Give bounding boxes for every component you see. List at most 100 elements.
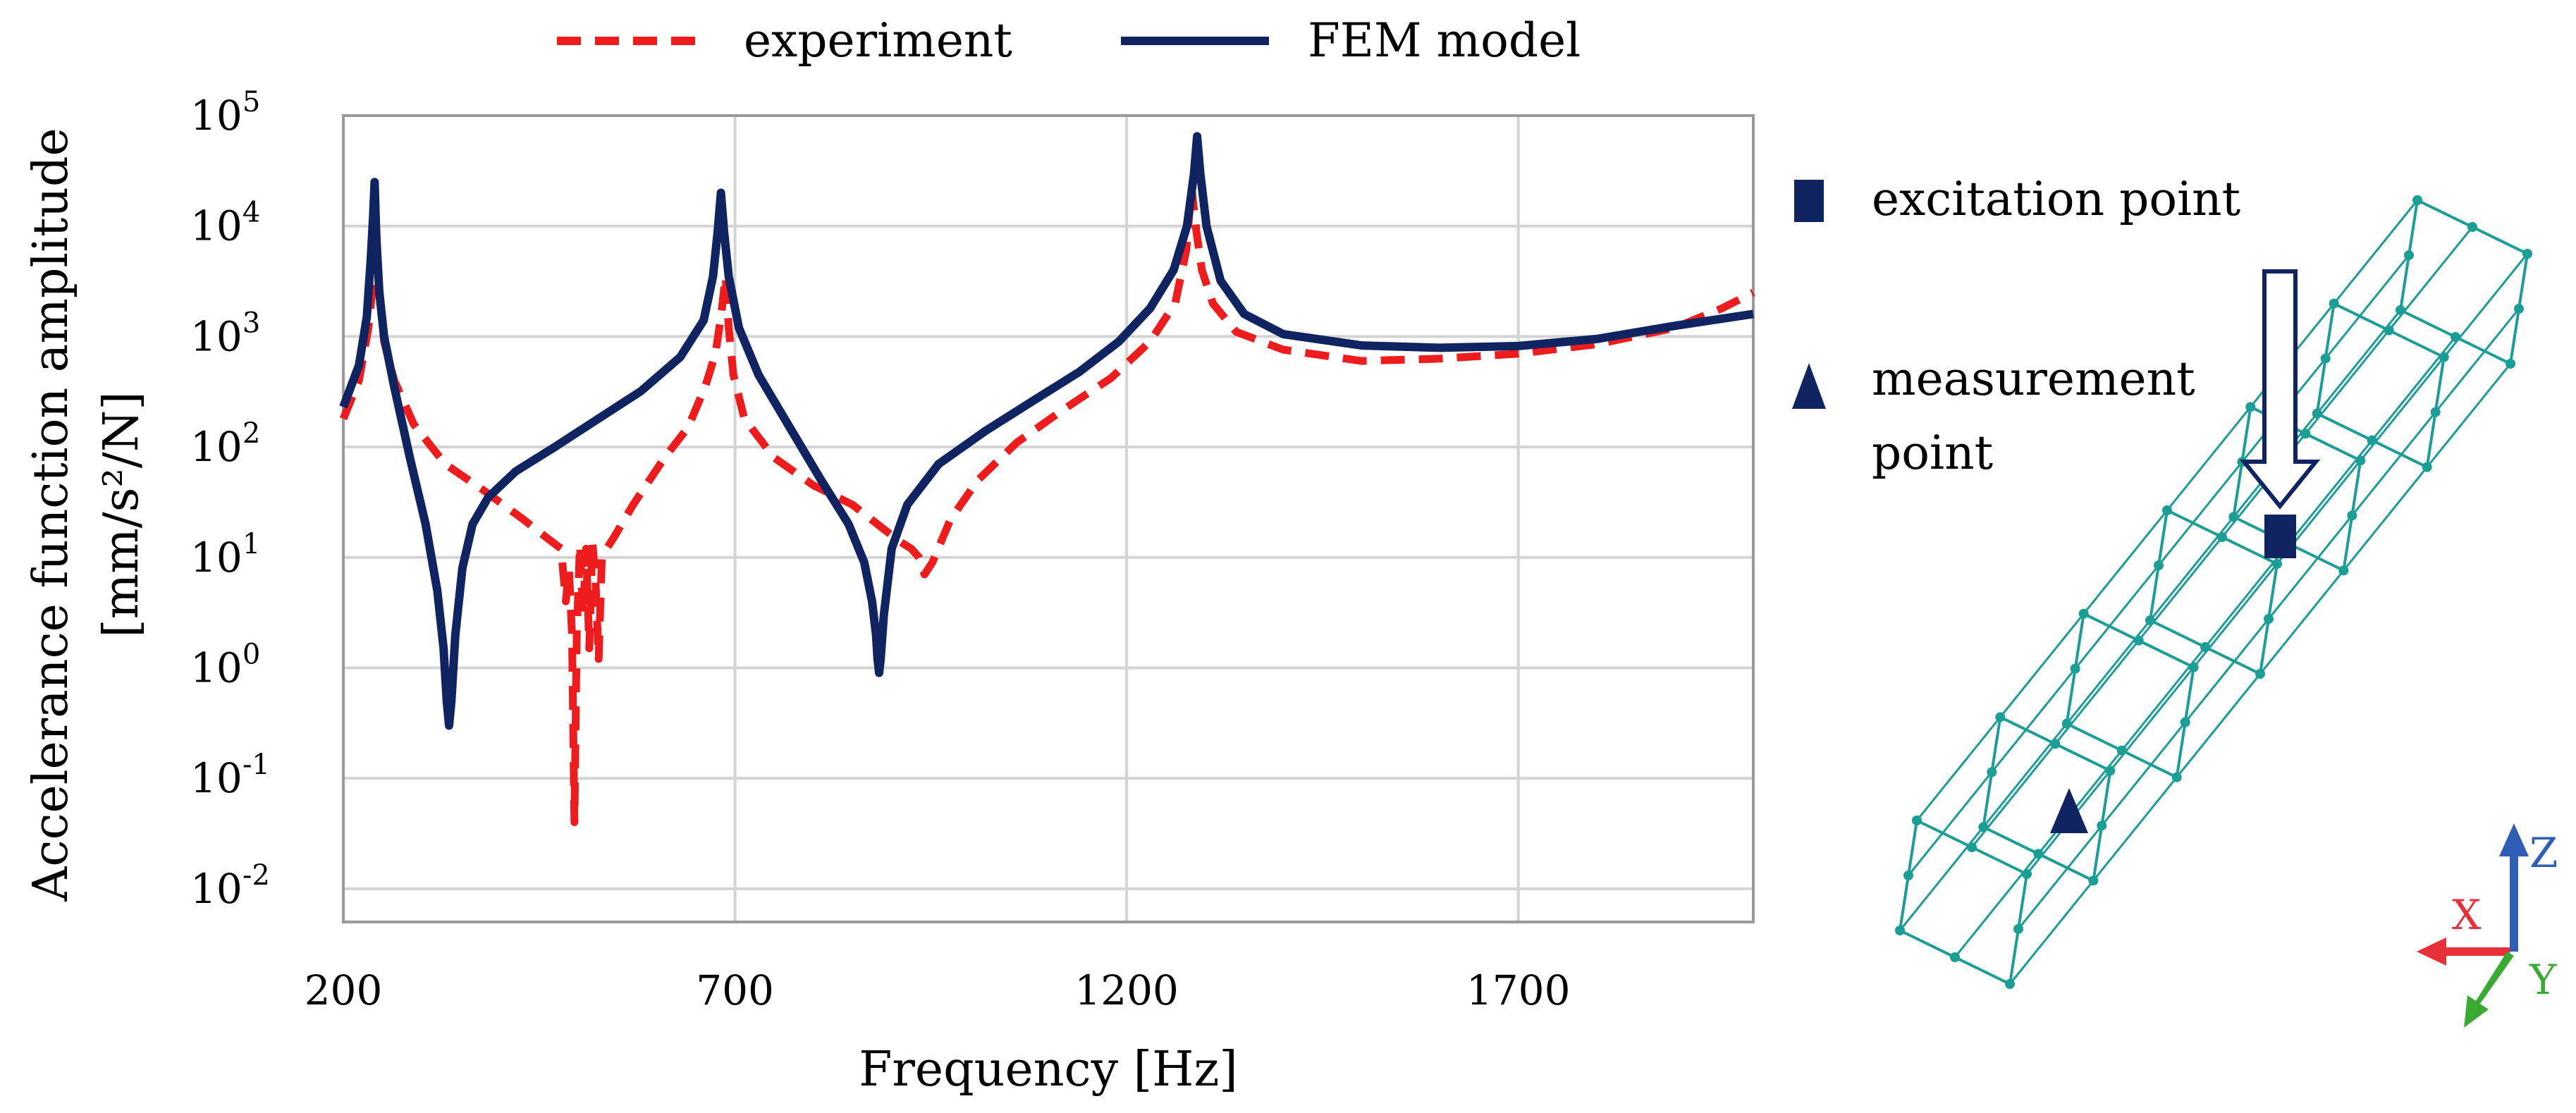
- mesh-node: [2188, 662, 2199, 672]
- mesh-node: [1987, 767, 1997, 777]
- side-legend: excitation point measurement point: [1792, 172, 2240, 480]
- plot-area: [339, 114, 1755, 923]
- mesh-node: [1895, 926, 1905, 935]
- excitation-arrow-icon: [2239, 269, 2321, 510]
- measurement-label-line1: measurement: [1872, 352, 2195, 406]
- y-tick-label: 102: [190, 417, 260, 471]
- z-axis-arrow-icon: [2499, 823, 2529, 952]
- series-layer: [339, 132, 1755, 826]
- mesh-node: [2050, 739, 2061, 749]
- mesh-node: [2154, 560, 2164, 570]
- mesh-node: [2467, 222, 2477, 232]
- mesh-node: [1912, 816, 1922, 825]
- mesh-node: [2430, 407, 2441, 417]
- mesh-node: [1903, 871, 1913, 880]
- legend-fem-label: FEM model: [1308, 13, 1581, 68]
- mesh-node: [2329, 298, 2339, 309]
- mesh-node: [2133, 635, 2144, 646]
- mesh-section: [1982, 715, 2112, 883]
- excitation-square-icon: [1794, 180, 1824, 222]
- mesh-node: [2200, 642, 2210, 652]
- mesh-node: [2088, 875, 2099, 886]
- mesh-node: [2272, 559, 2282, 569]
- y-tick-label: 100: [190, 638, 260, 691]
- mesh-node: [2338, 565, 2349, 576]
- mesh-node: [2070, 663, 2080, 674]
- y-tick-label: 10-1: [190, 749, 270, 802]
- mesh-node: [2367, 435, 2377, 445]
- x-axis-ticks: 200 700 1200 1700: [305, 966, 1571, 1014]
- mesh-node: [2264, 614, 2274, 624]
- mesh-node: [2162, 505, 2172, 515]
- z-axis-letter: Z: [2529, 829, 2558, 877]
- mesh-node: [2097, 820, 2107, 831]
- y-axis-arrow-icon: [2464, 952, 2514, 1028]
- x-axis-letter: X: [2452, 891, 2482, 939]
- measurement-triangle-icon: [1792, 363, 1826, 409]
- mesh-node: [2439, 352, 2449, 362]
- excitation-point-marker: [2264, 515, 2296, 558]
- mesh-node: [2005, 979, 2015, 989]
- mesh-section: [2398, 198, 2529, 366]
- mesh-node: [1995, 712, 2006, 722]
- mesh-node: [1967, 842, 1977, 852]
- mesh-node: [2078, 608, 2089, 619]
- coordinate-triad: X Y Z: [2417, 823, 2558, 1028]
- mesh-node: [2116, 745, 2127, 756]
- mesh-node: [2522, 249, 2532, 259]
- mesh-node: [1978, 822, 1989, 832]
- mesh-node: [2255, 669, 2265, 679]
- y-tick-label: 10-2: [190, 859, 270, 913]
- mesh-node: [2422, 462, 2432, 472]
- measurement-point-marker: [2050, 788, 2088, 833]
- y-axis-title-line1: Accelerance function amplitude: [23, 128, 79, 902]
- y-axis-ticks: 105 104 103 102 101 100 10-1 10-2: [190, 86, 270, 913]
- mesh-node: [2347, 510, 2357, 521]
- mesh-node: [2514, 304, 2524, 314]
- y-tick-label: 103: [190, 307, 260, 360]
- fem-beam-mesh: [1895, 195, 2532, 989]
- mesh-section: [2148, 508, 2279, 676]
- mesh-node: [2033, 849, 2044, 859]
- x-axis-arrow-icon: [2417, 937, 2510, 966]
- mesh-node: [2412, 195, 2422, 205]
- mesh-node: [2396, 305, 2405, 315]
- excitation-label: excitation point: [1872, 172, 2240, 226]
- mesh-node: [2013, 924, 2023, 934]
- y-axis-title-line2: [mm/s²/N]: [94, 391, 149, 638]
- mesh-section: [1898, 818, 2029, 986]
- mesh-node: [2384, 325, 2394, 336]
- mesh-node: [1950, 952, 1960, 962]
- y-tick-label: 104: [190, 197, 260, 250]
- mesh-node: [2228, 512, 2239, 522]
- mesh-node: [2022, 869, 2032, 879]
- mesh-section: [2065, 611, 2195, 780]
- mesh-node: [2145, 615, 2155, 625]
- chart-legend: experiment FEM model: [557, 13, 1581, 68]
- mesh-node: [2506, 359, 2515, 369]
- y-axis-letter: Y: [2529, 956, 2557, 1004]
- mesh-node: [2245, 402, 2256, 412]
- mesh-node: [2312, 408, 2322, 419]
- legend-experiment-label: experiment: [744, 13, 1012, 68]
- mesh-node: [2404, 250, 2414, 260]
- x-tick-label: 200: [305, 966, 383, 1014]
- y-axis-title-group: Accelerance function amplitude [mm/s²/N]: [23, 128, 149, 902]
- x-axis-title: Frequency [Hz]: [859, 1042, 1238, 1097]
- mesh-node: [2180, 717, 2190, 727]
- mesh-node: [2451, 332, 2460, 342]
- measurement-label-line2: point: [1872, 426, 1993, 480]
- series-fem-line: [339, 132, 1754, 730]
- x-tick-label: 1700: [1466, 966, 1571, 1014]
- y-tick-label: 101: [190, 528, 260, 582]
- mesh-node: [2105, 765, 2116, 776]
- mesh-section: [2315, 301, 2446, 469]
- y-tick-label: 105: [190, 86, 260, 140]
- mesh-node: [2320, 353, 2331, 364]
- plot-frame: [342, 114, 1755, 923]
- x-tick-label: 700: [696, 966, 774, 1014]
- mesh-node: [2061, 718, 2072, 729]
- mesh-node: [2171, 772, 2182, 782]
